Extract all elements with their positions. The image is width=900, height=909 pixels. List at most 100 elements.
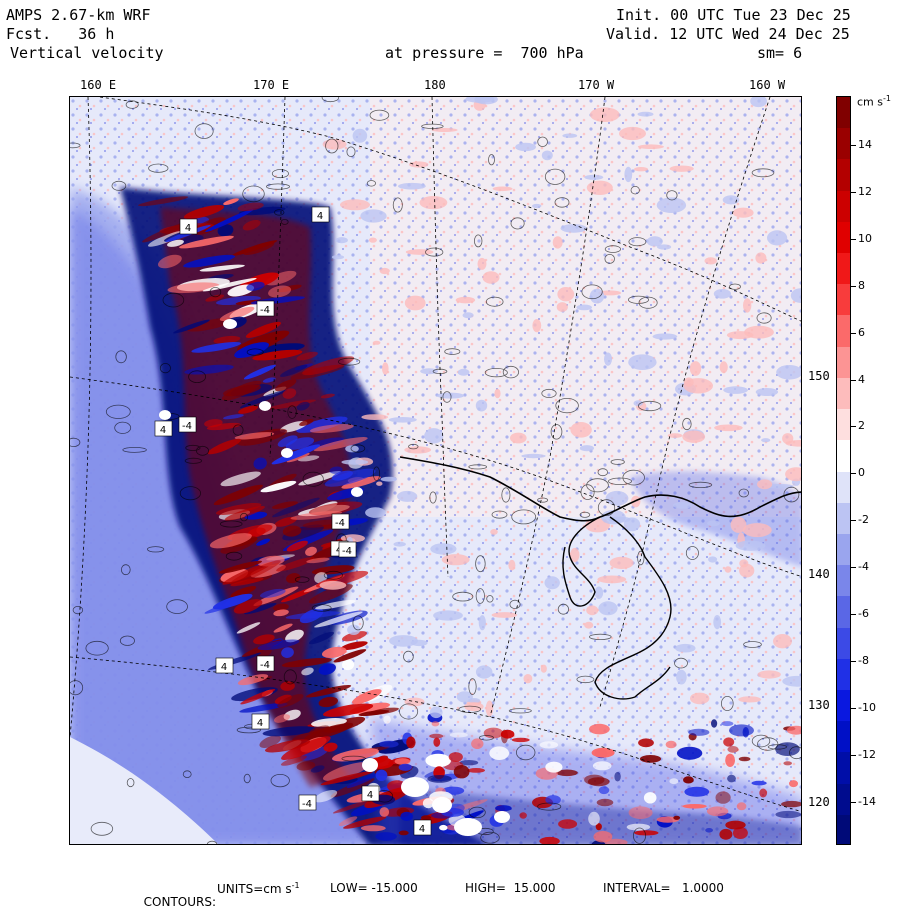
contour-line — [767, 744, 788, 750]
contour-line — [637, 550, 645, 566]
forecast-hour: Fcst. 36 h — [6, 25, 115, 43]
field-blob — [584, 621, 594, 629]
contour-line — [392, 197, 403, 213]
contour-line — [350, 444, 366, 453]
lon-label-170e: 170 E — [253, 78, 290, 92]
contour-line — [114, 421, 132, 434]
field-blob — [735, 540, 766, 551]
field-blob — [523, 674, 533, 684]
convective-streak — [236, 622, 261, 634]
contour-line — [162, 292, 185, 308]
convective-streak — [596, 798, 614, 807]
contour-line — [273, 209, 285, 216]
field-blob — [742, 523, 772, 538]
convective-streak — [688, 728, 710, 736]
field-blob — [713, 615, 722, 630]
contour-line — [688, 481, 713, 488]
field-blob — [345, 445, 359, 453]
convective-streak — [711, 719, 718, 728]
contour-line — [323, 570, 343, 580]
contour-value-label: -4 — [178, 416, 197, 433]
field-blob — [689, 361, 702, 376]
convective-streak — [205, 294, 225, 302]
convective-streak — [238, 405, 259, 414]
field-blob — [455, 296, 476, 304]
convective-streak — [449, 732, 468, 738]
contour-line — [511, 509, 537, 525]
contour-line — [488, 154, 495, 166]
field-blob — [584, 174, 604, 180]
contour-line — [242, 185, 265, 203]
contour-line — [194, 123, 214, 139]
convective-streak — [332, 748, 379, 762]
field-blob — [360, 209, 387, 223]
convective-streak — [331, 470, 353, 481]
colorbar-units-text: cm s — [857, 95, 883, 109]
field-blob — [757, 670, 781, 679]
contour-line — [280, 219, 289, 225]
convective-streak — [306, 557, 330, 564]
convective-streak — [234, 342, 270, 359]
colorbar-segment — [837, 190, 850, 223]
convective-streak — [323, 762, 370, 781]
colorbar-tick-label: 8 — [858, 278, 865, 292]
convective-streak — [598, 786, 610, 795]
convective-streak — [260, 480, 297, 493]
convective-streak — [259, 588, 286, 598]
field-blob — [389, 635, 418, 647]
svg-text:4: 4 — [221, 662, 227, 673]
contour-line — [501, 487, 511, 503]
field-blob — [510, 432, 527, 444]
lon-label-160w: 160 W — [749, 78, 786, 92]
convective-streak — [519, 812, 527, 819]
contour-line — [576, 675, 595, 684]
convective-streak — [683, 776, 694, 784]
field-blob — [586, 605, 599, 616]
convective-streak — [243, 242, 275, 256]
contour-line — [544, 168, 566, 185]
contour-line — [580, 484, 595, 500]
convective-streak — [277, 694, 304, 708]
convective-streak — [729, 724, 754, 737]
colorbar-segment — [837, 471, 850, 504]
contour-line — [122, 446, 147, 453]
contour-line — [119, 635, 135, 646]
field-blob — [405, 249, 434, 255]
convective-streak — [439, 824, 448, 831]
convective-streak — [511, 737, 530, 743]
contour-line — [608, 477, 633, 485]
field-blob — [560, 224, 587, 233]
contour-line — [509, 599, 521, 609]
field-blob — [562, 133, 578, 138]
contour-line — [628, 237, 647, 247]
field-blob — [682, 430, 706, 443]
contour-line — [486, 595, 494, 603]
contour-line — [757, 737, 779, 751]
contour-line — [366, 180, 376, 187]
convective-streak — [467, 768, 485, 773]
field-blob — [419, 196, 448, 210]
field-blob — [672, 502, 693, 509]
convective-streak — [173, 319, 210, 334]
contour-line — [478, 735, 494, 741]
contour-line — [283, 669, 297, 685]
field-blob — [404, 295, 426, 311]
contour-line — [581, 284, 603, 300]
convective-streak — [379, 740, 399, 748]
svg-text:-4: -4 — [260, 660, 270, 671]
field-blob — [604, 352, 612, 366]
convective-streak — [264, 739, 311, 753]
convective-streak — [252, 349, 303, 361]
field-blob — [667, 433, 683, 438]
convective-streak — [274, 694, 292, 705]
contour-line — [85, 640, 109, 656]
colorbar-tick-label: -8 — [858, 653, 869, 667]
contour-value-label: 4 — [154, 420, 173, 437]
contour-line — [597, 468, 609, 477]
convective-streak — [628, 806, 653, 819]
field-blob — [743, 298, 752, 313]
convective-streak — [398, 763, 412, 771]
convective-streak — [285, 629, 304, 643]
contour-line — [425, 247, 444, 257]
colorbar-tick — [851, 191, 856, 193]
